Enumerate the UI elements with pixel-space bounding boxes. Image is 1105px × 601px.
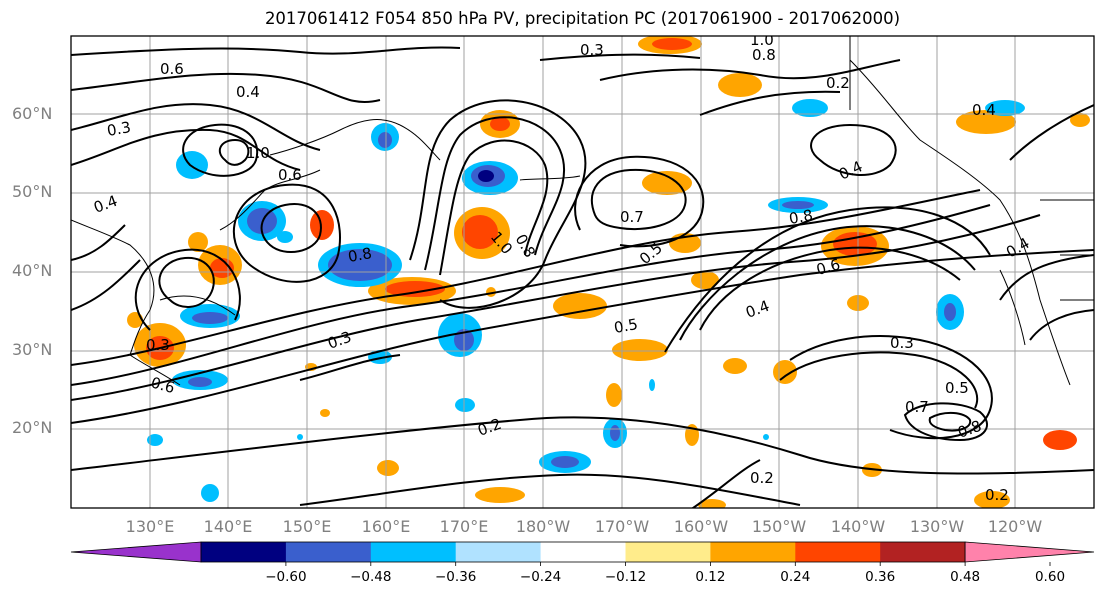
lat-label: 20°N xyxy=(12,418,52,437)
colorbar-swatch xyxy=(370,542,457,562)
contour-label: 0.2 xyxy=(985,486,1009,504)
colorbar-tick-label: −0.12 xyxy=(605,569,646,585)
colorbar-extend-low xyxy=(70,541,202,563)
colorbar: −0.60 −0.48 −0.36 −0.24 −0.12 0.12 0.24 0.36 0.4… xyxy=(70,541,1095,585)
lon-label: 120°W xyxy=(988,517,1043,536)
lat-label: 30°N xyxy=(12,340,52,359)
colorbar-swatch xyxy=(201,542,287,562)
lon-label: 170°E xyxy=(440,517,489,536)
coastlines xyxy=(71,36,1094,386)
contour-label: 0.6 xyxy=(814,255,842,279)
colorbar-tick-label: −0.24 xyxy=(520,569,561,585)
latitude-labels: 60°N 50°N 40°N 30°N 20°N xyxy=(12,104,52,437)
lon-label: 130°E xyxy=(126,517,175,536)
lon-label: 150°W xyxy=(752,517,807,536)
contour-label: 0.2 xyxy=(750,469,774,487)
lon-label: 160°E xyxy=(362,517,411,536)
longitude-labels: 130°E 140°E 150°E 160°E 170°E 180°W 170°W 160°W… xyxy=(126,517,1043,536)
contour-label: 0.3 xyxy=(580,41,604,59)
colorbar-swatch xyxy=(540,542,626,562)
lon-label: 140°E xyxy=(204,517,253,536)
colorbar-tick-label: 0.24 xyxy=(780,569,810,585)
contour-label: 0.3 xyxy=(890,334,914,352)
colorbar-swatch xyxy=(880,542,966,562)
colorbar-tick-label: −0.60 xyxy=(265,569,306,585)
colorbar-tick-label: −0.48 xyxy=(350,569,391,585)
contour-label: 0.4 xyxy=(236,83,260,101)
colorbar-swatch xyxy=(285,542,372,562)
contour-label: 0.2 xyxy=(826,74,850,92)
colorbar-extend-high xyxy=(964,541,1095,563)
pv-contours xyxy=(71,46,1094,508)
colorbar-tick-label: 0.36 xyxy=(865,569,895,585)
contour-label: 0.5 xyxy=(945,379,969,397)
lon-label: 140°W xyxy=(831,517,886,536)
lon-label: 130°W xyxy=(910,517,965,536)
lat-label: 40°N xyxy=(12,261,52,280)
colorbar-swatch xyxy=(625,542,711,562)
contour-label: 0.6 xyxy=(278,166,302,184)
map-plot-area: 0.3 0.4 0.4 0.6 0.6 1.0 0.8 0.3 0.6 0.3 … xyxy=(71,31,1094,508)
colorbar-tick-label: −0.36 xyxy=(435,569,476,585)
map-title: 2017061412 F054 850 hPa PV, precipitatio… xyxy=(264,9,901,28)
contour-label: 0.7 xyxy=(905,398,929,416)
colorbar-tick-label: 0.48 xyxy=(950,569,980,585)
precip-negative xyxy=(147,99,1025,502)
contour-label: 0.3 xyxy=(146,336,170,354)
contour-label: 0.5 xyxy=(613,315,640,337)
contour-label: 0.8 xyxy=(752,46,776,64)
map-frame xyxy=(70,35,1095,509)
colorbar-swatch xyxy=(710,542,796,562)
lon-label: 170°W xyxy=(595,517,650,536)
colorbar-swatch xyxy=(795,542,881,562)
contour-label: 0.4 xyxy=(972,101,996,119)
contour-label: 1.0 xyxy=(246,144,270,162)
precip-positive xyxy=(127,36,1090,508)
lon-label: 160°W xyxy=(674,517,729,536)
contour-label: 1.0 xyxy=(750,31,774,49)
contour-label: 0.6 xyxy=(160,60,184,78)
colorbar-tick-label: 0.60 xyxy=(1035,569,1065,585)
lat-label: 50°N xyxy=(12,182,52,201)
contour-label: 0.8 xyxy=(347,244,374,266)
contour-label: 0.7 xyxy=(620,208,644,226)
contour-label: 0.6 xyxy=(149,373,177,397)
lon-label: 180°W xyxy=(516,517,571,536)
precipitation-shading xyxy=(127,36,1090,508)
lat-label: 60°N xyxy=(12,104,52,123)
colorbar-outline xyxy=(200,541,966,563)
colorbar-swatch xyxy=(455,542,542,562)
colorbar-tick-label: 0.12 xyxy=(695,569,725,585)
contour-label: 0.3 xyxy=(106,118,133,140)
contour-label: 0.8 xyxy=(788,206,815,228)
lon-label: 150°E xyxy=(283,517,332,536)
